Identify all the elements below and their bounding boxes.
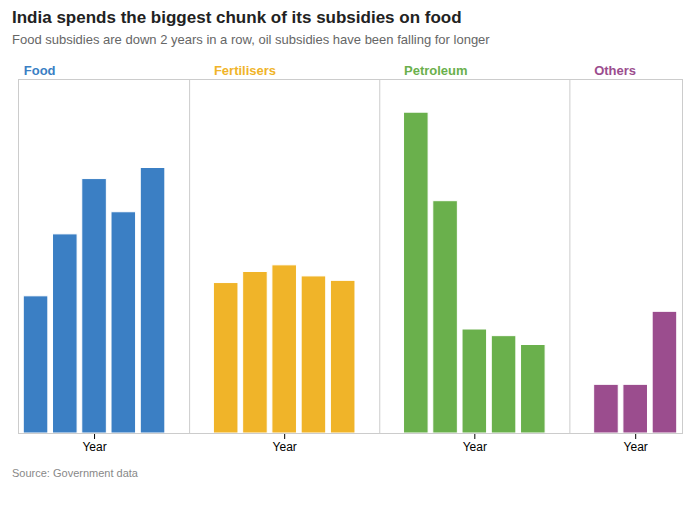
html-text:India spends the biggest chunk: India spends the biggest chunk of its su…	[12, 8, 462, 27]
svg-text:Others: Others	[594, 63, 636, 78]
html-text:Source: Government data: Source: Government data	[12, 467, 138, 479]
svg-text:Year: Year	[463, 440, 487, 454]
svg-text:Year: Year	[624, 440, 648, 454]
html-text:Food subsidies are down 2 year: Food subsidies are down 2 years in a row…	[12, 32, 490, 47]
svg-text:Petroleum: Petroleum	[404, 63, 468, 78]
svg-text:Food: Food	[24, 63, 56, 78]
svg-text:Fertilisers: Fertilisers	[214, 63, 276, 78]
svg-text:Year: Year	[273, 440, 297, 454]
svg-text:Year: Year	[82, 440, 106, 454]
